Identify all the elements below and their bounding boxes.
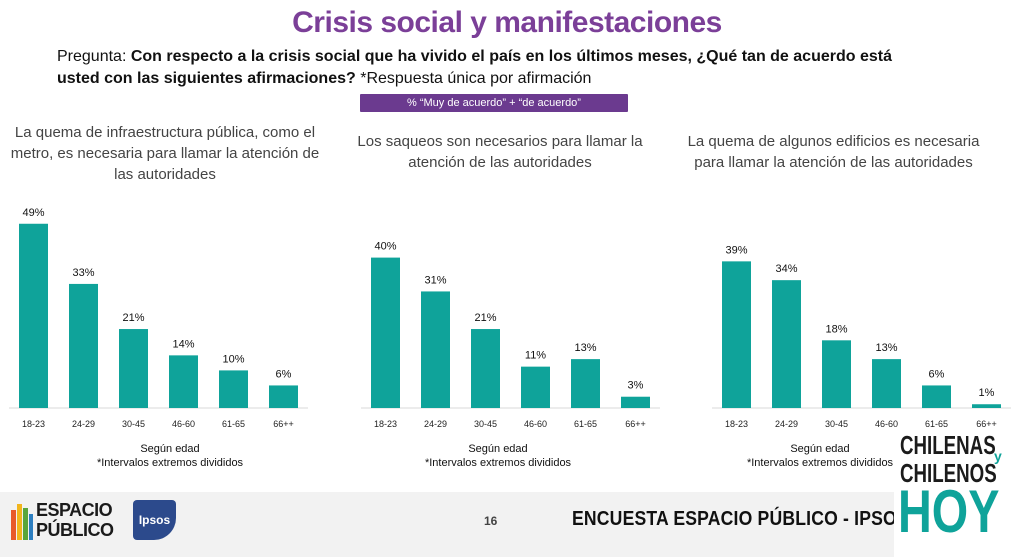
bar-18-23 <box>722 261 751 408</box>
tick-label-61-65: 61-65 <box>925 419 948 429</box>
data-label-61-65: 10% <box>222 353 244 365</box>
data-label-30-45: 21% <box>122 312 144 324</box>
tick-label-18-23: 18-23 <box>725 419 748 429</box>
panel-2-caption: Según edad *Intervalos extremos dividido… <box>388 442 608 470</box>
data-label-18-23: 39% <box>725 244 747 256</box>
panel-3-caption-line1: Según edad <box>790 443 850 455</box>
tick-label-30-45: 30-45 <box>825 419 848 429</box>
bar-30-45 <box>822 340 851 408</box>
panel-3-caption: Según edad *Intervalos extremos dividido… <box>710 442 930 470</box>
espacio-publico-logo: ESPACIO PÚBLICO <box>10 498 120 546</box>
bar-61-65 <box>922 385 951 408</box>
panel-2-caption-line2: *Intervalos extremos divididos <box>424 457 572 469</box>
question-prefix: Pregunta: <box>57 48 131 65</box>
tick-label-46-60: 46-60 <box>524 419 547 429</box>
bar-46-60 <box>872 359 901 408</box>
bar-66++ <box>972 404 1001 408</box>
page-title: Crisis social y manifestaciones <box>292 6 722 39</box>
tick-label-46-60: 46-60 <box>172 419 195 429</box>
bar-24-29 <box>421 291 450 408</box>
bar-66++ <box>621 396 650 408</box>
espacio-publico-line1: ESPACIO <box>36 500 113 520</box>
data-label-46-60: 14% <box>172 338 194 350</box>
page-number: 16 <box>484 514 498 528</box>
tick-label-18-23: 18-23 <box>22 419 45 429</box>
tick-label-61-65: 61-65 <box>574 419 597 429</box>
chart-3: 39% 18-23 34% 24-29 18% 30-45 13% 46-60 6% 61-65 1… <box>712 244 1011 429</box>
panel-3-caption-line2: *Intervalos extremos divididos <box>746 457 894 469</box>
bar-66++ <box>269 385 298 408</box>
data-label-66++: 3% <box>628 380 644 392</box>
tick-label-24-29: 24-29 <box>775 419 798 429</box>
panel-3-title: La quema de algunos edificios es necesar… <box>687 133 980 171</box>
tick-label-66++: 66++ <box>625 419 646 429</box>
data-label-30-45: 18% <box>825 323 847 335</box>
bar-24-29 <box>69 283 98 408</box>
question-suffix: *Respuesta única por afirmación <box>355 70 592 87</box>
question-text: Pregunta: Con respecto a la crisis socia… <box>57 46 917 90</box>
panel-1-title: La quema de infraestructura pública, com… <box>10 124 320 183</box>
bar-61-65 <box>219 370 248 408</box>
panel-1-caption-line2: *Intervalos extremos divididos <box>96 457 244 469</box>
tick-label-66++: 66++ <box>976 419 997 429</box>
espacio-publico-mark-icon <box>11 504 33 540</box>
tick-label-66++: 66++ <box>273 419 294 429</box>
survey-name: ENCUESTA ESPACIO PÚBLICO - IPSOS 2019 <box>572 508 954 530</box>
question-bold: Con respecto a la crisis social que ha v… <box>57 48 892 87</box>
data-label-30-45: 21% <box>474 312 496 324</box>
data-label-24-29: 31% <box>424 274 446 286</box>
panel-2-caption-line1: Según edad <box>468 443 528 455</box>
brand-chilenas: CHILENAS <box>900 430 996 460</box>
tick-label-46-60: 46-60 <box>875 419 898 429</box>
panel-2-title: Los saqueos son necesarios para llamar l… <box>357 133 643 171</box>
data-label-24-29: 33% <box>72 267 94 279</box>
chart-1: 49% 18-23 33% 24-29 21% 30-45 14% 46-60 10% 61-65… <box>9 207 308 429</box>
ipsos-logo: Ipsos <box>133 500 176 540</box>
bar-30-45 <box>471 329 500 408</box>
bar-46-60 <box>169 355 198 408</box>
bar-46-60 <box>521 366 550 408</box>
data-label-61-65: 13% <box>574 342 596 354</box>
bar-30-45 <box>119 329 148 408</box>
brand-box <box>894 430 1014 557</box>
chart-2: 40% 18-23 31% 24-29 21% 30-45 11% 46-60 13% 61-65… <box>361 241 660 429</box>
tick-label-24-29: 24-29 <box>424 419 447 429</box>
bar-24-29 <box>772 280 801 408</box>
brand-y: y <box>994 448 1002 464</box>
bar-18-23 <box>19 223 48 408</box>
data-label-66++: 6% <box>276 368 292 380</box>
tick-label-61-65: 61-65 <box>222 419 245 429</box>
data-label-46-60: 13% <box>875 342 897 354</box>
data-label-18-23: 49% <box>22 207 44 219</box>
data-label-24-29: 34% <box>775 263 797 275</box>
bar-61-65 <box>571 359 600 408</box>
tick-label-18-23: 18-23 <box>374 419 397 429</box>
panel-1-caption: Según edad *Intervalos extremos dividido… <box>60 442 280 470</box>
tick-label-30-45: 30-45 <box>474 419 497 429</box>
brand-hoy: HOY <box>898 478 1000 545</box>
panel-1-caption-line1: Según edad <box>140 443 200 455</box>
bar-18-23 <box>371 257 400 408</box>
data-label-61-65: 6% <box>929 368 945 380</box>
brand-chilenos: CHILENOS <box>900 458 997 488</box>
measure-badge: % “Muy de acuerdo” + “de acuerdo” <box>360 94 628 112</box>
espacio-publico-line2: PÚBLICO <box>36 520 114 540</box>
data-label-18-23: 40% <box>374 241 396 253</box>
tick-label-30-45: 30-45 <box>122 419 145 429</box>
tick-label-24-29: 24-29 <box>72 419 95 429</box>
data-label-66++: 1% <box>979 387 995 399</box>
data-label-46-60: 11% <box>525 350 546 362</box>
